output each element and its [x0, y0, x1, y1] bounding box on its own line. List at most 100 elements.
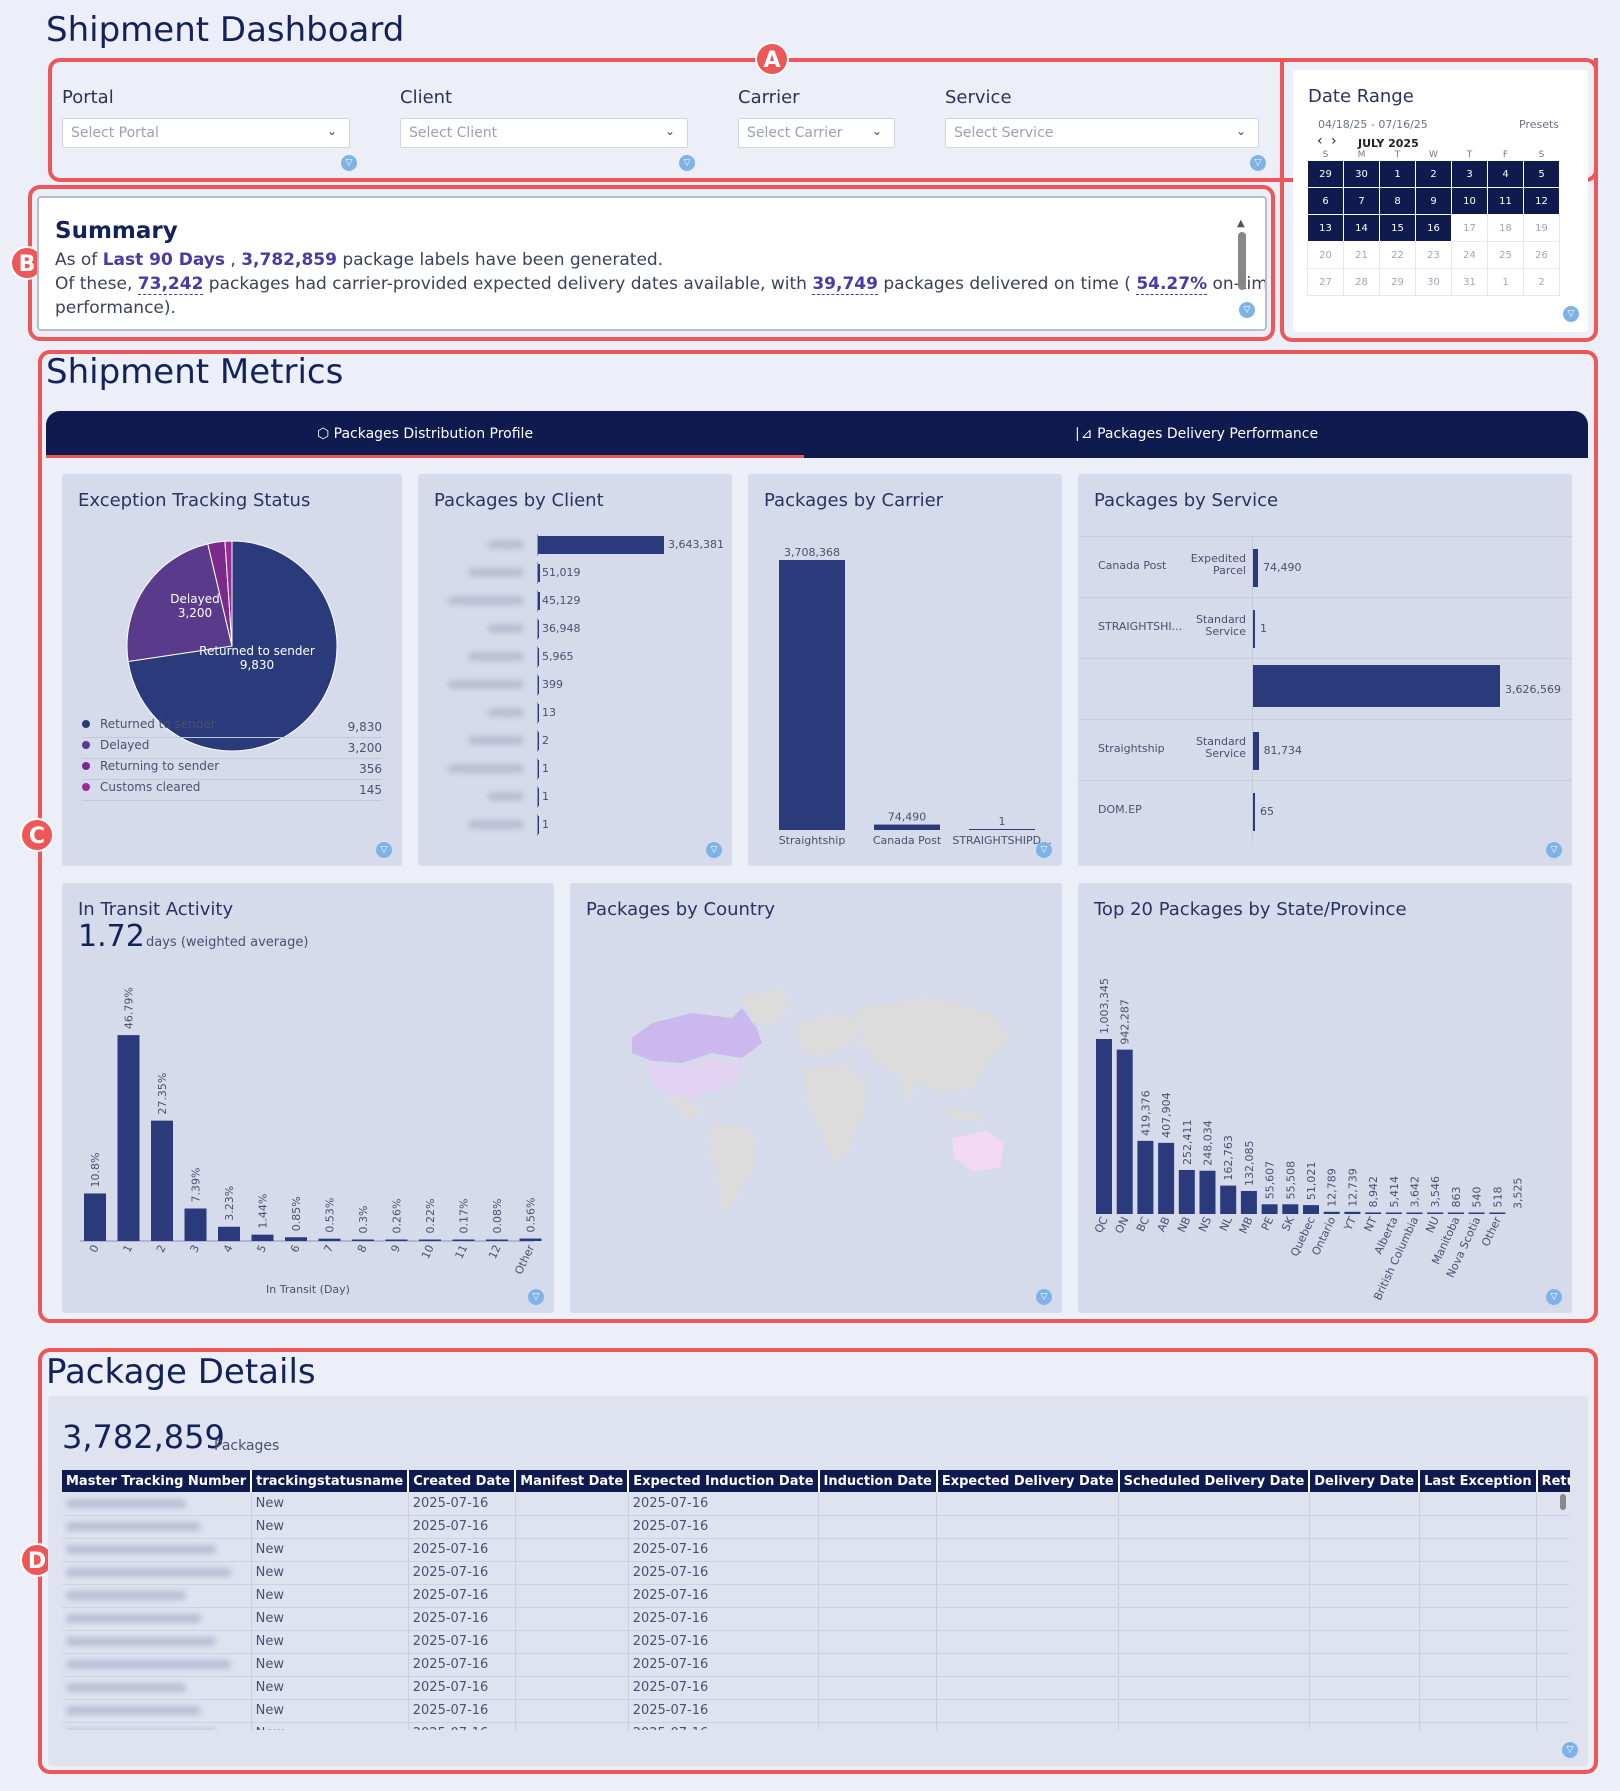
- legend-item[interactable]: Customs cleared 145: [82, 780, 382, 801]
- calendar-day[interactable]: 15: [1379, 214, 1416, 242]
- state-bar[interactable]: [1096, 1039, 1112, 1214]
- transit-bar[interactable]: [251, 1234, 274, 1241]
- calendar-day[interactable]: 20: [1307, 241, 1344, 269]
- service-row[interactable]: Straightship Standard Service 81,734: [1078, 719, 1572, 780]
- transit-bar[interactable]: [117, 1035, 140, 1241]
- state-bar[interactable]: [1240, 1190, 1257, 1214]
- state-bar[interactable]: [1116, 1049, 1133, 1214]
- calendar-day[interactable]: 29: [1379, 268, 1416, 296]
- portal-select[interactable]: Select Portal ⌄: [62, 118, 350, 148]
- state-bar[interactable]: [1323, 1211, 1340, 1214]
- calendar-day[interactable]: 30: [1343, 160, 1380, 188]
- tab-delivery-performance[interactable]: ∣⊿ Packages Delivery Performance: [804, 411, 1588, 458]
- client-bar[interactable]: [538, 536, 664, 554]
- client-row[interactable]: 13: [418, 702, 732, 724]
- client-bar[interactable]: [538, 704, 539, 722]
- transit-bar[interactable]: [151, 1120, 173, 1241]
- column-header[interactable]: Last Exception: [1419, 1470, 1538, 1492]
- state-bar[interactable]: [1158, 1142, 1175, 1214]
- transit-bar[interactable]: [419, 1239, 441, 1242]
- client-bar[interactable]: [538, 648, 539, 666]
- client-bar[interactable]: [538, 592, 540, 610]
- carrier-select[interactable]: Select Carrier ⌄: [738, 118, 895, 148]
- state-bar[interactable]: [1385, 1212, 1402, 1215]
- client-row[interactable]: 36,948: [418, 618, 732, 640]
- client-bar[interactable]: [538, 676, 539, 694]
- transit-bar[interactable]: [486, 1239, 508, 1242]
- client-row[interactable]: 2: [418, 730, 732, 752]
- summary-scrollbar[interactable]: [1238, 232, 1246, 290]
- client-bar[interactable]: [538, 564, 540, 582]
- calendar-day[interactable]: 29: [1307, 160, 1344, 188]
- filter-icon[interactable]: ▽: [1546, 1289, 1562, 1305]
- column-header[interactable]: Manifest Date: [515, 1470, 630, 1492]
- transit-bar[interactable]: [84, 1193, 106, 1241]
- state-bar[interactable]: [1427, 1212, 1444, 1215]
- pie-slice[interactable]: [126, 543, 233, 663]
- calendar-day[interactable]: 25: [1487, 241, 1524, 269]
- service-bar[interactable]: [1253, 732, 1259, 770]
- calendar-day[interactable]: 12: [1523, 187, 1560, 215]
- column-header[interactable]: Induction Date: [818, 1470, 938, 1492]
- client-row[interactable]: 1: [418, 786, 732, 808]
- state-bar[interactable]: [1199, 1170, 1216, 1214]
- calendar-day[interactable]: 30: [1415, 268, 1452, 296]
- details-scrollbar[interactable]: [1560, 1494, 1566, 1510]
- calendar-day[interactable]: 16: [1415, 214, 1452, 242]
- calendar-day[interactable]: 27: [1307, 268, 1344, 296]
- calendar-day[interactable]: 24: [1451, 241, 1488, 269]
- service-row[interactable]: 3,626,569: [1078, 658, 1572, 719]
- calendar-day[interactable]: 17: [1451, 214, 1488, 242]
- transit-bar[interactable]: [352, 1239, 374, 1242]
- filter-icon[interactable]: ▽: [679, 155, 695, 171]
- client-row[interactable]: 1: [418, 758, 732, 780]
- state-bar[interactable]: [1489, 1212, 1506, 1215]
- filter-icon[interactable]: ▽: [1563, 306, 1579, 322]
- calendar-day[interactable]: 23: [1415, 241, 1452, 269]
- service-row[interactable]: STRAIGHTSHI... Standard Service 1: [1078, 597, 1572, 658]
- filter-icon[interactable]: ▽: [1250, 155, 1266, 171]
- column-header[interactable]: Master Tracking Number: [62, 1470, 253, 1492]
- state-bar[interactable]: [1365, 1212, 1382, 1214]
- state-bar[interactable]: [1303, 1205, 1319, 1214]
- carrier-bar[interactable]: [969, 829, 1035, 830]
- service-row[interactable]: Canada Post Expedited Parcel 74,490: [1078, 536, 1572, 597]
- service-row[interactable]: DOM.EP 65: [1078, 780, 1572, 841]
- carrier-bar[interactable]: [779, 560, 845, 830]
- column-header[interactable]: Expected Induction Date: [628, 1470, 820, 1492]
- calendar-day[interactable]: 18: [1487, 214, 1524, 242]
- column-header[interactable]: trackingstatusname: [251, 1470, 410, 1492]
- calendar-day[interactable]: 6: [1307, 187, 1344, 215]
- calendar-day[interactable]: 1: [1487, 268, 1524, 296]
- calendar-day[interactable]: 26: [1523, 241, 1560, 269]
- client-row[interactable]: 5,965: [418, 646, 732, 668]
- service-bar[interactable]: [1253, 610, 1255, 648]
- client-row[interactable]: 3,643,381: [418, 534, 732, 556]
- legend-item[interactable]: Delayed 3,200: [82, 738, 382, 759]
- calendar-day[interactable]: 31: [1451, 268, 1488, 296]
- filter-icon[interactable]: ▽: [1036, 842, 1052, 858]
- legend-item[interactable]: Returning to sender 356: [82, 759, 382, 780]
- client-bar[interactable]: [538, 732, 539, 750]
- filter-icon[interactable]: ▽: [706, 842, 722, 858]
- transit-bar[interactable]: [318, 1238, 341, 1241]
- transit-bar[interactable]: [218, 1226, 240, 1241]
- column-header[interactable]: Expected Delivery Date: [936, 1470, 1120, 1492]
- calendar-day[interactable]: 7: [1343, 187, 1380, 215]
- transit-bar[interactable]: [385, 1239, 408, 1242]
- calendar-day[interactable]: 4: [1487, 160, 1524, 188]
- column-header[interactable]: Created Date: [408, 1470, 517, 1492]
- client-bar[interactable]: [538, 788, 539, 806]
- filter-icon[interactable]: ▽: [1546, 842, 1562, 858]
- calendar-day[interactable]: 3: [1451, 160, 1488, 188]
- transit-bar[interactable]: [285, 1237, 307, 1241]
- state-bar[interactable]: [1468, 1212, 1485, 1215]
